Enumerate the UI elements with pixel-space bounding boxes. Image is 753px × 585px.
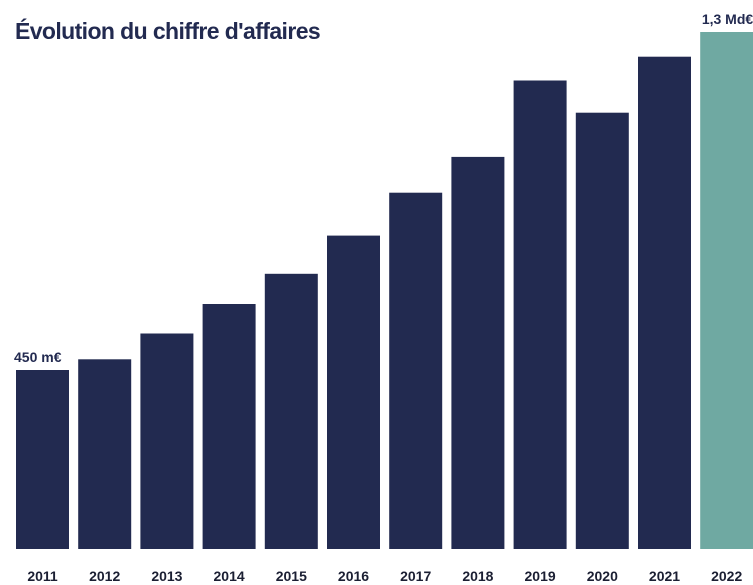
x-tick-label: 2020 [587, 568, 618, 584]
bar-2015 [264, 273, 318, 549]
data-label: 1,3 Md€ [702, 11, 753, 27]
bar-2018 [451, 156, 505, 549]
bar-2020 [575, 112, 629, 549]
data-labels: 450 m€ 1,3 Md€ [14, 11, 753, 365]
bar-2021 [638, 56, 691, 549]
x-tick-label: 2012 [89, 568, 120, 584]
bar-2013 [140, 333, 194, 549]
bar-2017 [389, 192, 443, 549]
x-tick-label: 2017 [400, 568, 431, 584]
chart-title: Évolution du chiffre d'affaires [15, 18, 321, 44]
bar-2019 [513, 80, 567, 549]
data-label: 450 m€ [14, 349, 62, 365]
x-tick-label: 2021 [649, 568, 680, 584]
bar-2016 [327, 235, 380, 549]
x-tick-label: 2013 [151, 568, 182, 584]
x-tick-label: 2014 [214, 568, 245, 584]
bar-2014 [202, 304, 256, 549]
x-tick-label: 2011 [27, 568, 58, 584]
x-axis-ticks: 2011 2012 2013 2014 2015 2016 2017 2018 2019 2020… [27, 568, 742, 584]
x-tick-label: 2016 [338, 568, 369, 584]
bar-2022 [700, 32, 753, 549]
bar-2011 [16, 370, 69, 549]
x-tick-label: 2015 [276, 568, 307, 584]
x-tick-label: 2018 [462, 568, 493, 584]
x-tick-label: 2022 [711, 568, 742, 584]
x-tick-label: 2019 [525, 568, 556, 584]
bars-group [16, 32, 753, 549]
bar-2012 [78, 359, 132, 549]
